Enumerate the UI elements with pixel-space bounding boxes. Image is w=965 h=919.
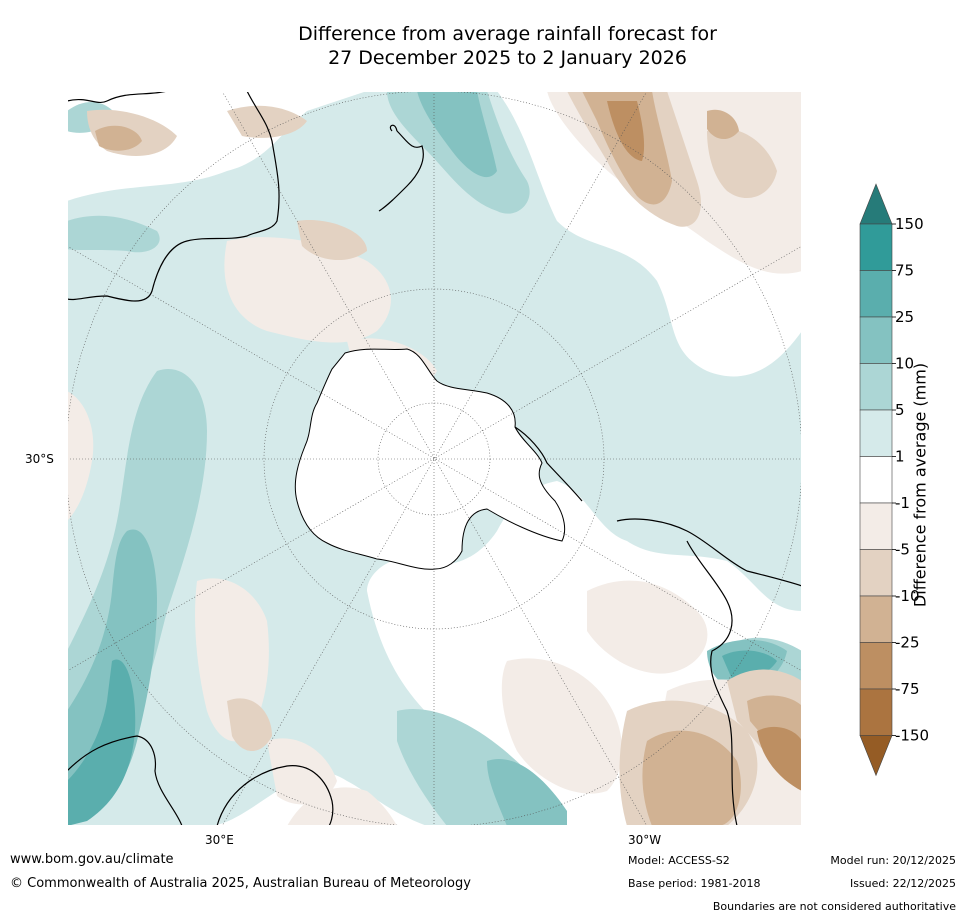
colorbar-tick-label: -75 (895, 680, 920, 698)
coastlines (67, 91, 802, 826)
chart-title: Difference from average rainfall forecas… (60, 22, 955, 70)
colorbar-band (859, 223, 893, 271)
colorbar-band (859, 270, 893, 318)
colorbar-title: Difference from average (mm) (910, 362, 930, 608)
colorbar-band (859, 316, 893, 364)
longitude-label-30e: 30°E (205, 833, 234, 847)
title-line-1: Difference from average rainfall forecas… (298, 23, 717, 45)
colorbar-band (859, 549, 893, 597)
colorbar-extend-top (859, 183, 893, 225)
footer-copyright: © Commonwealth of Australia 2025, Austra… (10, 876, 471, 891)
footer-issued: Issued: 22/12/2025 (849, 877, 956, 890)
africa-coast (67, 735, 334, 826)
colorbar-tick-label: 1 (895, 448, 905, 466)
colorbar-band (859, 642, 893, 690)
colorbar-band (859, 456, 893, 504)
colorbar-tick-label: -5 (895, 541, 910, 559)
footer-url[interactable]: www.bom.gov.au/climate (10, 852, 174, 867)
colorbar-band (859, 363, 893, 411)
graticule (67, 91, 802, 826)
rainfall-anomaly-map (67, 91, 802, 826)
colorbar-extend-bottom (859, 735, 893, 777)
colorbar-tick-label: 5 (895, 401, 905, 419)
colorbar-tick-label: 25 (895, 308, 914, 326)
antarctica-outline (294, 348, 566, 570)
anomaly-band-minus25-minus75 (607, 101, 802, 791)
south-america-coast (616, 518, 802, 826)
new-zealand-coast (378, 124, 424, 212)
colorbar-tick-label: 75 (895, 262, 914, 280)
colorbar-tick-label: -1 (895, 494, 910, 512)
colorbar-tick-label: -10 (895, 587, 920, 605)
colorbar-band (859, 409, 893, 457)
colorbar-band (859, 595, 893, 643)
australia-coast (67, 91, 280, 302)
colorbar-band (859, 688, 893, 736)
latitude-label: 30°S (25, 452, 54, 466)
title-line-2: 27 December 2025 to 2 January 2026 (328, 47, 687, 69)
colorbar: 150 75 25 10 5 1 -1 -5 -10 -25 -75 -150 (859, 183, 929, 777)
footer-model-run: Model run: 20/12/2025 (830, 854, 956, 867)
colorbar-tick-label: 150 (895, 215, 924, 233)
footer-disclaimer: Boundaries are not considered authoritat… (712, 900, 956, 913)
colorbar-tick-label: 10 (895, 355, 914, 373)
longitude-label-30w: 30°W (628, 833, 662, 847)
footer-base-period: Base period: 1981-2018 (628, 877, 761, 890)
colorbar-tick-label: -150 (895, 727, 929, 745)
antarctic-peninsula (514, 426, 583, 502)
colorbar-band (859, 502, 893, 550)
footer-model: Model: ACCESS-S2 (628, 854, 730, 867)
colorbar-tick-label: -25 (895, 634, 920, 652)
